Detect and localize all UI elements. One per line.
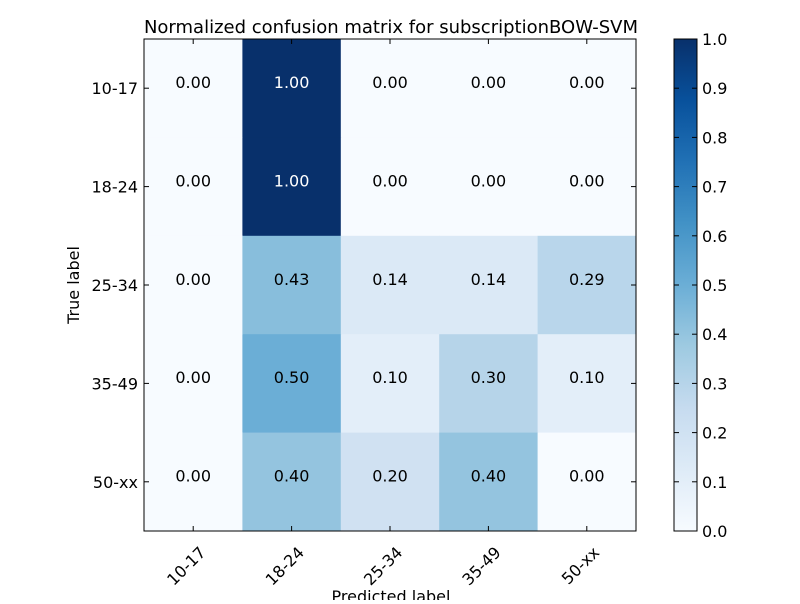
colorbar-tick-label: 0.3 <box>702 374 727 393</box>
heatmap-cell-4-0 <box>144 432 243 532</box>
heatmap-cell-2-4 <box>537 235 637 335</box>
cell-value-label: 1.00 <box>274 73 310 92</box>
x-tick-label: 50-xx <box>558 543 603 588</box>
heatmap-cell-4-1 <box>242 432 342 532</box>
cell-value-label: 0.00 <box>569 73 605 92</box>
cell-value-label: 0.00 <box>471 171 507 190</box>
heatmap-cell-2-1 <box>242 235 342 335</box>
chart-title: Normalized confusion matrix for subscrip… <box>144 17 638 38</box>
y-tick-label: 18-24 <box>92 178 139 197</box>
y-tick-label: 10-17 <box>92 79 139 98</box>
cell-value-label: 0.00 <box>175 270 211 289</box>
y-axis-label: True label <box>64 246 83 325</box>
heatmap-cell-1-4 <box>537 137 637 237</box>
cell-value-label: 0.10 <box>372 368 408 387</box>
heatmap-cell-0-4 <box>537 39 637 138</box>
cell-value-label: 0.40 <box>274 467 310 486</box>
cell-value-label: 0.00 <box>569 171 605 190</box>
cell-value-label: 0.40 <box>471 467 507 486</box>
heatmap-cell-0-3 <box>439 39 539 138</box>
cell-value-label: 0.00 <box>175 171 211 190</box>
heatmap-cell-4-3 <box>439 432 539 532</box>
heatmap-cells <box>144 39 637 532</box>
x-axis-label: Predicted label <box>332 587 451 600</box>
cell-value-label: 0.00 <box>569 467 605 486</box>
heatmap-cell-3-1 <box>242 334 342 434</box>
heatmap-cell-3-4 <box>537 334 637 434</box>
heatmap-cell-3-3 <box>439 334 539 434</box>
x-tick-label: 25-34 <box>360 543 406 589</box>
cell-value-label: 1.00 <box>274 171 310 190</box>
colorbar-tick-label: 0.6 <box>702 227 727 246</box>
y-tick-label: 35-49 <box>92 374 139 393</box>
cell-value-label: 0.00 <box>372 171 408 190</box>
cell-value-label: 0.00 <box>175 467 211 486</box>
heatmap-value-labels: 0.00 1.00 0.00 0.00 0.00 0.00 1.00 0.00 0.00 0.00… <box>175 73 604 486</box>
x-tick-label: 35-49 <box>458 543 504 589</box>
cell-value-label: 0.20 <box>372 467 408 486</box>
heatmap-cell-1-2 <box>340 137 440 237</box>
heatmap-cell-1-1 <box>242 137 342 237</box>
x-tick-label: 18-24 <box>262 543 308 589</box>
colorbar-tick-label: 0.9 <box>702 79 727 98</box>
cell-value-label: 0.00 <box>471 73 507 92</box>
cell-value-label: 0.00 <box>175 73 211 92</box>
colorbar-tick-label: 0.7 <box>702 178 727 197</box>
heatmap-cell-0-0 <box>144 39 243 138</box>
colorbar-tick-label: 1.0 <box>702 30 727 49</box>
heatmap-cell-2-2 <box>340 235 440 335</box>
y-tick-label: 50-xx <box>93 473 138 492</box>
colorbar-tick-label: 0.0 <box>702 522 727 541</box>
colorbar-tick-label: 0.1 <box>702 473 727 492</box>
heatmap-cell-3-2 <box>340 334 440 434</box>
cell-value-label: 0.30 <box>471 368 507 387</box>
y-tick-label: 25-34 <box>92 276 139 295</box>
cell-value-label: 0.43 <box>274 270 310 289</box>
heatmap-cell-0-2 <box>340 39 440 138</box>
colorbar-ticks: 0.0 0.1 0.2 0.3 0.4 0.5 0.6 0.7 0.8 0.9 1.0 <box>674 30 727 541</box>
cell-value-label: 0.00 <box>175 368 211 387</box>
heatmap-cell-1-0 <box>144 137 243 237</box>
cell-value-label: 0.10 <box>569 368 605 387</box>
heatmap-cell-1-3 <box>439 137 539 237</box>
heatmap-cell-4-2 <box>340 432 440 532</box>
cell-value-label: 0.14 <box>471 270 507 289</box>
cell-value-label: 0.50 <box>274 368 310 387</box>
colorbar-tick-label: 0.2 <box>702 424 727 443</box>
heatmap-cell-0-1 <box>242 39 342 138</box>
heatmap-cell-2-3 <box>439 235 539 335</box>
heatmap-cell-4-4 <box>537 432 637 532</box>
x-tick-label: 10-17 <box>163 543 209 589</box>
cell-value-label: 0.29 <box>569 270 605 289</box>
y-axis-ticks: 10-17 18-24 25-34 35-49 50-xx <box>92 79 636 492</box>
heatmap-cell-2-0 <box>144 235 243 335</box>
heatmap-cell-3-0 <box>144 334 243 434</box>
colorbar-tick-label: 0.5 <box>702 276 727 295</box>
colorbar-tick-label: 0.8 <box>702 128 727 147</box>
cell-value-label: 0.14 <box>372 270 408 289</box>
cell-value-label: 0.00 <box>372 73 408 92</box>
colorbar-tick-label: 0.4 <box>702 325 727 344</box>
